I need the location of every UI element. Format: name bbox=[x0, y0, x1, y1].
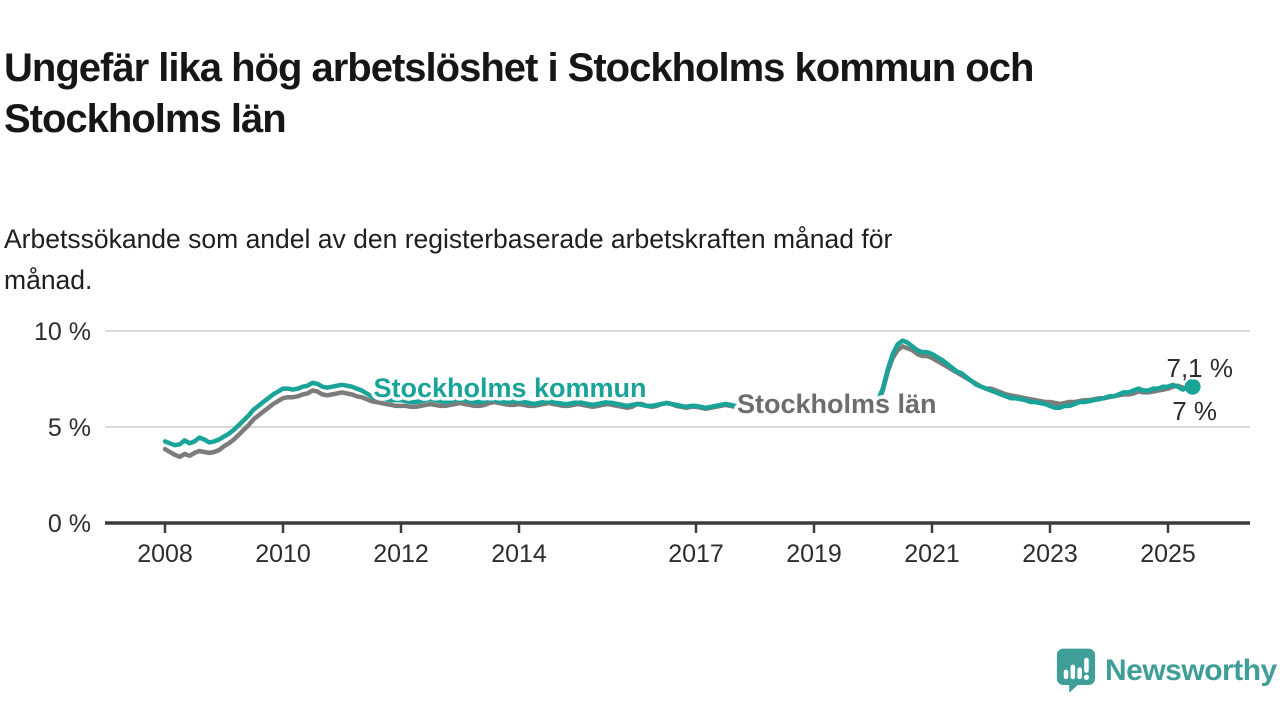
title-line-2: Stockholms län bbox=[4, 96, 287, 141]
x-axis-label: 2021 bbox=[904, 540, 960, 568]
x-axis-label: 2012 bbox=[373, 540, 429, 568]
page-title: Ungefär lika hög arbetslöshet i Stockhol… bbox=[4, 43, 1276, 145]
series-end-value-lan: 7 % bbox=[1172, 396, 1217, 426]
series-end-value-kommun: 7,1 % bbox=[1167, 353, 1234, 383]
exclamation-dot bbox=[1083, 674, 1090, 680]
bar-2 bbox=[1070, 664, 1076, 680]
series-end-dot-kommun bbox=[1184, 378, 1201, 395]
x-axis-label: 2023 bbox=[1022, 540, 1078, 568]
bar-3 bbox=[1077, 667, 1082, 680]
y-axis-label: 0 % bbox=[48, 510, 91, 538]
subtitle-line-1: Arbetssökande som andel av den registerb… bbox=[4, 223, 893, 254]
newsworthy-logo-text: Newsworthy bbox=[1105, 653, 1277, 687]
series-label-lan: Stockholms län bbox=[737, 389, 937, 419]
line-chart: 0 % 5 % 10 % 2008 2010 2012 2014 2017 2019 2021 20… bbox=[34, 318, 1250, 568]
bar-1 bbox=[1063, 669, 1069, 680]
exclamation-stem bbox=[1084, 657, 1089, 673]
speech-bubble-shape bbox=[1056, 648, 1096, 693]
series-label-kommun: Stockholms kommun bbox=[373, 373, 646, 403]
newsworthy-logo-icon bbox=[1056, 648, 1096, 693]
subtitle-line-2: månad. bbox=[4, 264, 93, 295]
x-axis-label: 2008 bbox=[137, 540, 193, 568]
newsworthy-logo: Newsworthy bbox=[1056, 647, 1277, 694]
y-axis-label: 10 % bbox=[34, 318, 91, 346]
x-axis-label: 2025 bbox=[1140, 540, 1196, 568]
y-axis-label: 5 % bbox=[48, 414, 91, 442]
chart-subtitle: Arbetssökande som andel av den registerb… bbox=[4, 219, 1244, 301]
x-axis-label: 2017 bbox=[668, 540, 724, 568]
x-axis-label: 2019 bbox=[786, 540, 842, 568]
x-axis-label: 2010 bbox=[255, 540, 311, 568]
title-line-1: Ungefär lika hög arbetslöshet i Stockhol… bbox=[4, 45, 1034, 90]
series-line-kommun bbox=[162, 338, 1195, 448]
x-axis-label: 2014 bbox=[491, 540, 547, 568]
